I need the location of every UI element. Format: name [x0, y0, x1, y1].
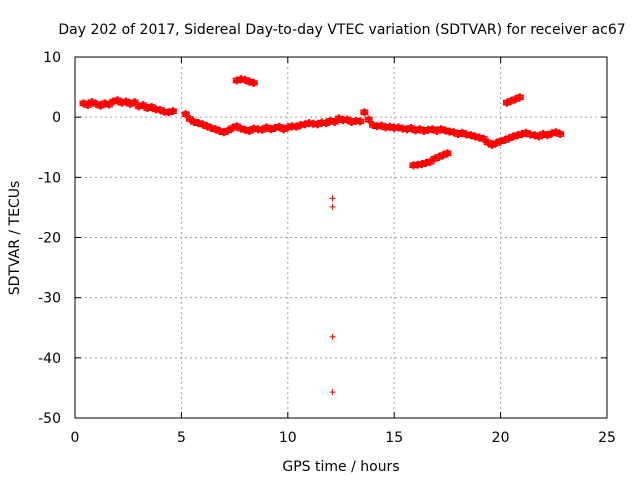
data-point-density	[364, 116, 373, 123]
data-point-density	[249, 80, 258, 86]
data-point-density	[515, 94, 524, 101]
x-tick-label: 25	[598, 430, 616, 446]
axis-ticks	[74, 56, 608, 419]
x-tick-label: 5	[177, 430, 186, 446]
data-point-density	[360, 109, 369, 116]
y-axis-label: SDTVAR / TECUs	[7, 181, 23, 296]
series-upper-fragment-20-5h	[502, 93, 524, 107]
series-upper-fragment-8h	[232, 75, 258, 87]
data-point	[329, 389, 336, 396]
data-point-density	[181, 111, 190, 117]
y-tick-label: -30	[38, 291, 61, 307]
y-tick-label: 0	[52, 110, 61, 126]
data-point-density	[556, 131, 565, 137]
y-tick-label: -10	[38, 170, 61, 186]
x-axis-label: GPS time / hours	[282, 459, 399, 475]
y-tick-label: -40	[38, 351, 61, 367]
data-point	[329, 195, 336, 202]
x-tick-label: 10	[279, 430, 297, 446]
y-tick-label: -20	[38, 231, 61, 247]
y-tick-label: 10	[43, 50, 61, 66]
series-main-band	[79, 96, 565, 149]
x-tick-label: 0	[71, 430, 80, 446]
x-tick-label: 15	[385, 430, 403, 446]
y-tick-label: -50	[38, 411, 61, 427]
x-tick-label: 20	[492, 430, 510, 446]
data-point-density	[356, 118, 365, 125]
series-outliers-12h	[329, 195, 336, 396]
y-tick-labels: -50 -40 -30 -20 -10 0 10	[38, 50, 61, 427]
chart-title: Day 202 of 2017, Sidereal Day-to-day VTE…	[58, 22, 625, 38]
series-lower-fragment-16-17-6h	[409, 149, 452, 170]
data-point	[329, 203, 336, 210]
data-points	[79, 75, 565, 396]
data-point-density	[168, 108, 177, 114]
x-tick-labels: 0 5 10 15 20 25	[71, 430, 616, 446]
data-point	[329, 333, 336, 340]
data-point-density	[443, 150, 452, 157]
